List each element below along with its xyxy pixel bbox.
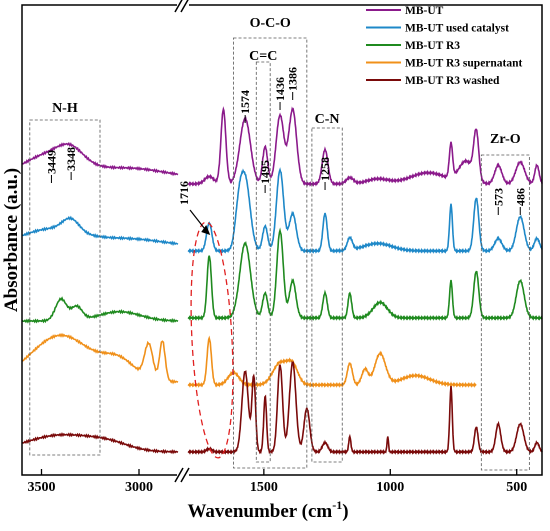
- peak-label: 1386: [286, 67, 300, 91]
- peak-label: 1574: [238, 90, 252, 114]
- peak-label: 1436: [273, 77, 287, 101]
- highlight-ellipse: [190, 221, 234, 459]
- series-line-4-low: [187, 361, 543, 455]
- group-label: O-C-O: [250, 16, 291, 31]
- group-label: C=C: [249, 49, 277, 64]
- x-axis-title: Wavenumber (cm-1): [187, 498, 348, 522]
- x-axis-title-superscript: -1: [332, 498, 342, 512]
- legend-entry: MB-UT R3: [405, 40, 460, 52]
- peak-label: 486: [513, 188, 527, 206]
- peak-label: 573: [491, 188, 505, 206]
- x-tick-label: 1500: [250, 480, 278, 495]
- group-box: [255, 61, 271, 463]
- axis-break: [174, 0, 190, 483]
- legend-entry: MB-UT used catalyst: [405, 23, 509, 35]
- plot-frame: [21, 4, 543, 476]
- group-box: [29, 119, 101, 456]
- x-tick-label: 1000: [376, 480, 404, 495]
- peak-label: 1258: [318, 157, 332, 181]
- arrow-label: 1716: [177, 181, 191, 205]
- legend-entry: MB-UT: [405, 5, 444, 17]
- x-axis-ticks: 3500 3000 1500 1000 500: [28, 469, 527, 495]
- group-label: C-N: [315, 112, 340, 127]
- group-label: Zr-O: [490, 132, 521, 147]
- series-line-1-low: [187, 167, 543, 254]
- peak-label: 3348: [64, 147, 78, 171]
- legend-entry: MB-UT R3 supernatant: [405, 58, 523, 70]
- x-tick-label: 500: [506, 480, 527, 495]
- arrow-head: [201, 225, 211, 235]
- peak-label: 1495: [258, 160, 272, 184]
- series-line-0-low: [187, 106, 543, 187]
- y-axis-title: Absorbance (a.u.): [1, 168, 22, 312]
- x-tick-label: 3000: [125, 480, 153, 495]
- legend-entry: MB-UT R3 washed: [405, 75, 500, 87]
- group-box: [233, 37, 308, 469]
- series-line-3-low: [187, 335, 477, 388]
- x-tick-label: 3500: [28, 480, 56, 495]
- group-box: [311, 127, 343, 463]
- series-line-2-low: [187, 227, 543, 321]
- peak-label: 3449: [44, 150, 58, 174]
- group-box: [480, 154, 530, 471]
- group-label: N-H: [52, 101, 78, 116]
- group-boxes: N-H O-C-O C=C C-N Zr-O: [29, 16, 530, 471]
- legend: MB-UT MB-UT used catalyst MB-UT R3 MB-UT R3…: [366, 5, 523, 87]
